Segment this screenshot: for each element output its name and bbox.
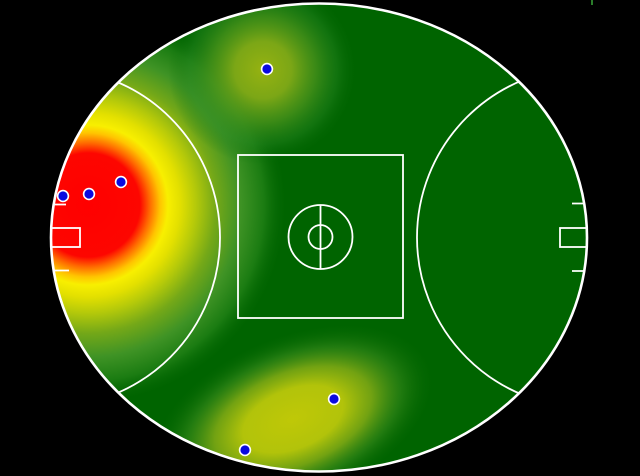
data-point xyxy=(260,62,274,76)
data-point xyxy=(56,189,70,203)
data-point xyxy=(82,187,96,201)
field-boundary xyxy=(49,2,589,473)
field-markings xyxy=(51,66,587,409)
fifty-metre-arc-right xyxy=(416,66,587,409)
stray-mark xyxy=(591,0,593,5)
fifty-metre-arc-left xyxy=(51,67,221,408)
data-point xyxy=(238,443,252,457)
data-points xyxy=(56,62,341,457)
data-point xyxy=(114,175,128,189)
data-point xyxy=(327,392,341,406)
center-square xyxy=(237,154,404,319)
goal-square-right xyxy=(559,227,587,248)
goal-square-left xyxy=(51,227,81,248)
